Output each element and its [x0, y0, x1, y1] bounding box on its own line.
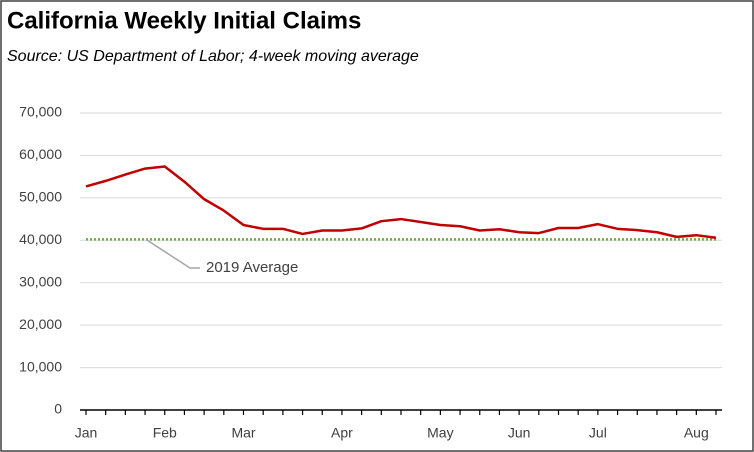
chart-subtitle: Source: US Department of Labor; 4-week m…	[7, 48, 419, 65]
x-tick-label: Jul	[589, 425, 607, 441]
y-tick-label: 20,000	[19, 316, 62, 332]
y-tick-label: 60,000	[19, 146, 62, 162]
x-tick-label: May	[427, 425, 453, 441]
x-tick-label: Aug	[684, 425, 709, 441]
y-tick-label: 40,000	[19, 231, 62, 247]
y-tick-label: 70,000	[19, 104, 62, 120]
y-tick-label: 50,000	[19, 189, 62, 205]
data-line	[85, 165, 717, 239]
x-tick-label: Mar	[231, 425, 255, 441]
y-tick-label: 10,000	[19, 358, 62, 374]
chart-title: California Weekly Initial Claims	[7, 7, 361, 34]
y-tick-label: 30,000	[19, 273, 62, 289]
x-tick-label: Apr	[331, 425, 353, 441]
x-tick-label: Jan	[75, 425, 98, 441]
x-tick-label: Jun	[508, 425, 531, 441]
annotation: 2019 Average	[206, 259, 298, 276]
annotation-leader	[145, 238, 191, 269]
y-tick-label: 0	[54, 401, 62, 417]
x-tick-label: Feb	[153, 425, 177, 441]
